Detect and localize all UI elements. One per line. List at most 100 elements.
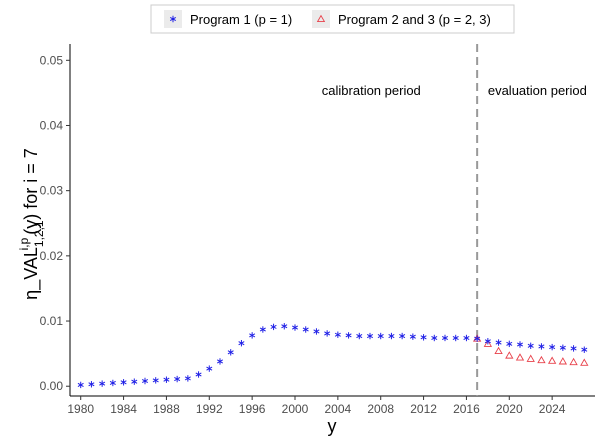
x-tick-label: 1996 (239, 402, 266, 416)
asterisk-stroke (527, 343, 534, 348)
asterisk-stroke (169, 16, 177, 22)
asterisk-stroke (409, 334, 416, 339)
asterisk-stroke (570, 346, 577, 351)
legend: Program 1 (p = 1) Program 2 and 3 (p = 2… (150, 4, 515, 34)
data-point-program-1 (409, 333, 416, 340)
asterisk-stroke (259, 327, 266, 332)
asterisk-stroke (334, 332, 341, 337)
data-point-program-1 (270, 323, 277, 331)
legend-key-triangle-marker (316, 14, 326, 22)
y-axis-title: η_VAL1,2,1i,p (y) for i = 7 (17, 148, 46, 300)
data-point-program-1 (227, 349, 234, 356)
asterisk-stroke (163, 377, 170, 382)
y-tick-label: 0.01 (40, 314, 64, 328)
data-point-program-1 (120, 379, 127, 386)
asterisk-stroke (141, 378, 149, 384)
y-tick-label: 0.02 (40, 249, 64, 263)
asterisk-stroke (313, 329, 320, 334)
asterisk-stroke (195, 372, 202, 377)
y-axis-title-suffix: (y) for i = 7 (21, 148, 41, 235)
data-point-program-1 (463, 334, 470, 342)
asterisk-stroke (399, 333, 406, 339)
legend-key-asterisk-marker (169, 15, 177, 23)
y-tick-label: 0.05 (40, 53, 64, 67)
data-point-program-2-and-3 (569, 357, 578, 366)
asterisk-stroke (377, 333, 384, 339)
data-point-program-1 (249, 332, 256, 339)
y-axis-title-superscript: i,p (17, 237, 31, 250)
asterisk-stroke (174, 377, 181, 382)
asterisk-stroke (281, 324, 288, 329)
asterisk-stroke (559, 345, 566, 350)
x-tick-label: 2020 (496, 402, 523, 416)
data-point-program-1 (77, 381, 84, 389)
data-point-program-2-and-3 (483, 339, 493, 347)
asterisk-stroke (99, 381, 106, 386)
data-point-program-1 (345, 332, 352, 339)
x-tick-label: 2012 (410, 402, 437, 416)
asterisk-stroke (227, 350, 234, 355)
data-point-program-1 (377, 332, 384, 340)
y-tick-label: 0.04 (40, 118, 64, 132)
data-point-program-1 (441, 334, 449, 342)
data-point-program-1 (291, 324, 299, 331)
data-point-program-1 (238, 340, 245, 347)
data-point-program-2-and-3 (515, 353, 525, 361)
data-point-program-1 (109, 379, 116, 387)
data-point-program-1 (516, 341, 524, 348)
data-point-program-2-and-3 (505, 351, 514, 359)
y-tick-label: 0.00 (40, 379, 64, 393)
data-point-program-1 (506, 340, 513, 348)
asterisk-stroke (356, 333, 363, 339)
legend-triangle (316, 14, 326, 22)
data-point-program-1 (388, 332, 395, 340)
asterisk-stroke (88, 382, 95, 387)
data-point-program-2-and-3 (494, 346, 503, 355)
data-point-program-1 (302, 326, 309, 333)
data-point-program-1 (366, 332, 374, 340)
data-point-program-1 (399, 332, 406, 340)
x-tick-label: 2000 (282, 402, 309, 416)
asterisk-stroke (206, 366, 213, 371)
data-point-program-1 (88, 381, 95, 388)
asterisk-stroke (538, 344, 545, 349)
asterisk-stroke (152, 378, 159, 383)
data-point-program-1 (581, 346, 588, 353)
asterisk-stroke (431, 335, 438, 341)
asterisk-stroke (420, 335, 427, 340)
asterisk-stroke (581, 347, 588, 352)
data-point-program-1 (184, 375, 191, 382)
data-point-program-1 (570, 345, 577, 352)
y-axis-title-subscript: 1,2,1 (32, 220, 46, 247)
legend-key-background-2 (312, 10, 330, 28)
data-point-program-1 (324, 330, 331, 337)
data-point-program-1 (281, 323, 288, 330)
x-tick-label: 1980 (67, 402, 94, 416)
data-point-program-1 (163, 376, 170, 383)
data-point-program-2-and-3 (537, 355, 546, 364)
asterisk-stroke (77, 382, 84, 387)
data-point-program-2-and-3 (558, 357, 568, 365)
asterisk-stroke (270, 324, 277, 329)
asterisk-stroke (474, 336, 481, 341)
data-point-program-1 (313, 328, 320, 335)
x-tick-label: 2024 (539, 402, 566, 416)
data-point-program-2-and-3 (580, 358, 589, 366)
x-tick-label: 2004 (325, 402, 352, 416)
asterisk-stroke (366, 333, 374, 339)
asterisk-stroke (216, 359, 224, 364)
data-point-program-1 (356, 332, 363, 340)
data-point-program-1 (420, 334, 427, 341)
asterisk-stroke (249, 333, 256, 338)
data-point-program-1 (141, 377, 149, 385)
x-tick-label: 1988 (153, 402, 180, 416)
asterisk-stroke (516, 342, 524, 347)
data-point-program-1 (527, 342, 534, 350)
data-point-program-1 (484, 338, 491, 345)
asterisk-stroke (238, 341, 245, 346)
x-tick-label: 2016 (453, 402, 480, 416)
data-point-program-1 (474, 335, 481, 342)
y-tick-label: 0.03 (40, 184, 64, 198)
data-point-program-1 (206, 365, 213, 372)
data-point-program-1 (538, 343, 545, 350)
